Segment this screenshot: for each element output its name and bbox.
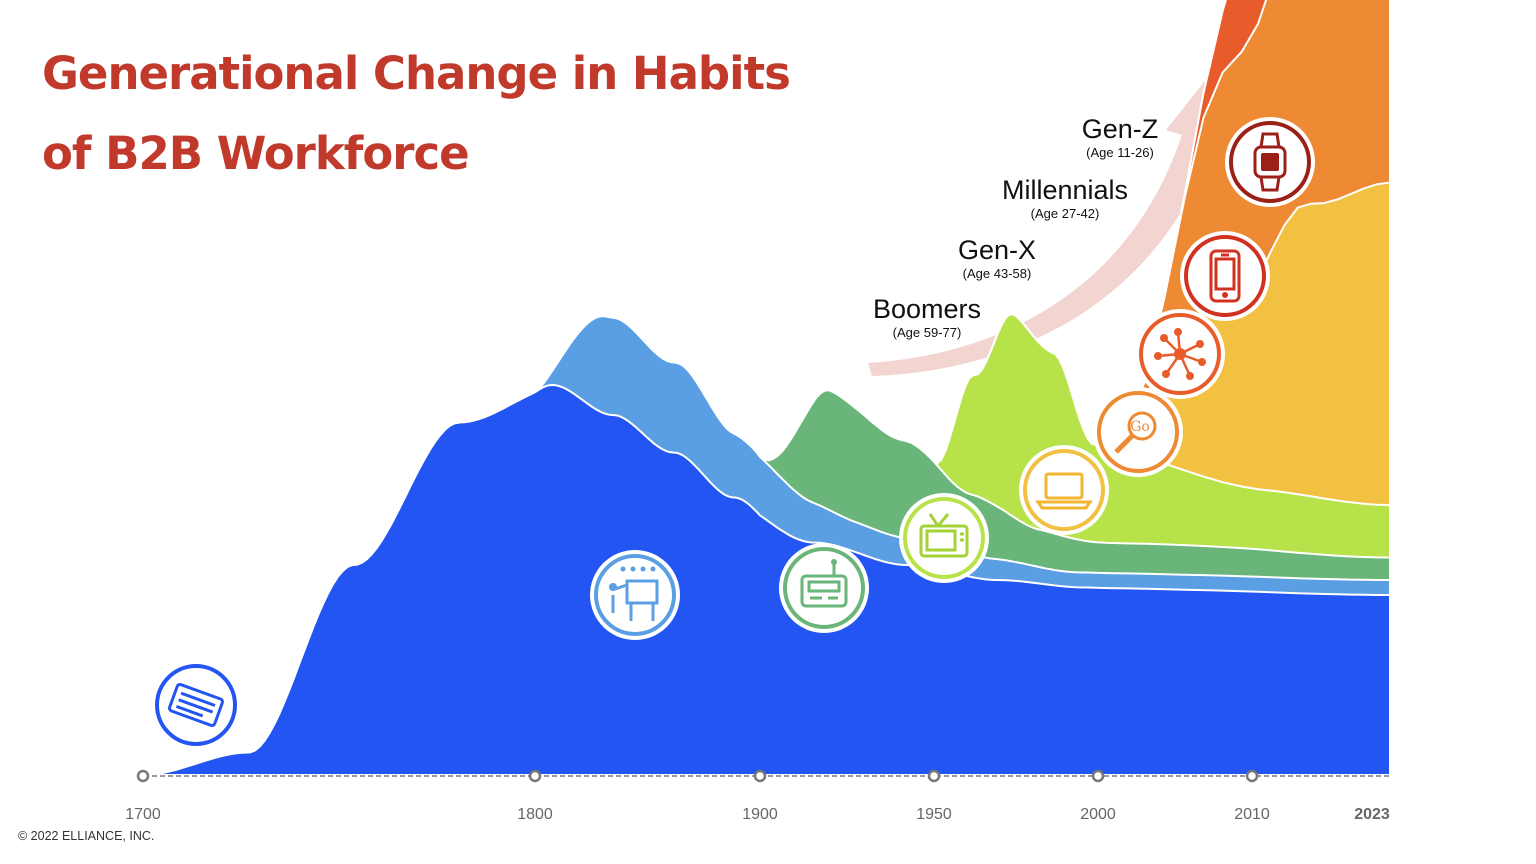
svg-text:Go: Go <box>1130 419 1150 435</box>
title-line-1: Generational Change in Habits <box>42 47 791 100</box>
title-line-2: of B2B Workforce <box>42 127 470 180</box>
timeline-dot <box>1245 769 1259 783</box>
smartwatch-icon <box>1225 117 1315 207</box>
timeline-dot <box>927 769 941 783</box>
generation-name: Boomers <box>873 294 981 324</box>
presentation-board-icon <box>590 550 680 640</box>
timeline-dot <box>528 769 542 783</box>
timeline-dot <box>753 769 767 783</box>
generation-name: Gen-Z <box>1082 114 1159 144</box>
page-title: Generational Change in Habits of B2B Wor… <box>42 34 791 194</box>
x-axis-labels: 1700 1800 1900 1950 2000 2010 2023 <box>125 806 1390 823</box>
social-network-icon <box>1135 309 1225 399</box>
generation-ages: (Age 43-58) <box>963 266 1032 281</box>
generation-labels: Gen-Z (Age 11-26) Millennials (Age 27-42… <box>873 114 1158 340</box>
x-tick-label: 1700 <box>125 806 161 823</box>
copyright-footer: © 2022 ELLIANCE, INC. <box>18 829 155 843</box>
x-tick-label: 2023 <box>1354 806 1390 823</box>
x-tick-label: 2010 <box>1234 806 1270 823</box>
generation-arrow <box>868 68 1232 376</box>
x-tick-label: 2000 <box>1080 806 1116 823</box>
generation-name: Millennials <box>1002 175 1128 205</box>
newspaper-icon <box>151 660 241 750</box>
generation-ages: (Age 59-77) <box>893 325 962 340</box>
timeline-dot <box>136 769 150 783</box>
timeline-dot <box>1091 769 1105 783</box>
generation-ages: (Age 27-42) <box>1031 206 1100 221</box>
x-tick-label: 1800 <box>517 806 553 823</box>
laptop-icon <box>1019 445 1109 535</box>
radio-icon <box>779 543 869 633</box>
tv-icon <box>899 493 989 583</box>
x-tick-label: 1950 <box>916 806 952 823</box>
generation-name: Gen-X <box>958 235 1036 265</box>
x-tick-label: 1900 <box>742 806 778 823</box>
mobile-phone-icon <box>1180 231 1270 321</box>
area-layers <box>142 0 1391 776</box>
timeline-dots <box>136 769 1259 783</box>
search-engine-icon: Go <box>1093 387 1183 477</box>
area-layer <box>142 383 1391 776</box>
generation-ages: (Age 11-26) <box>1086 145 1154 160</box>
